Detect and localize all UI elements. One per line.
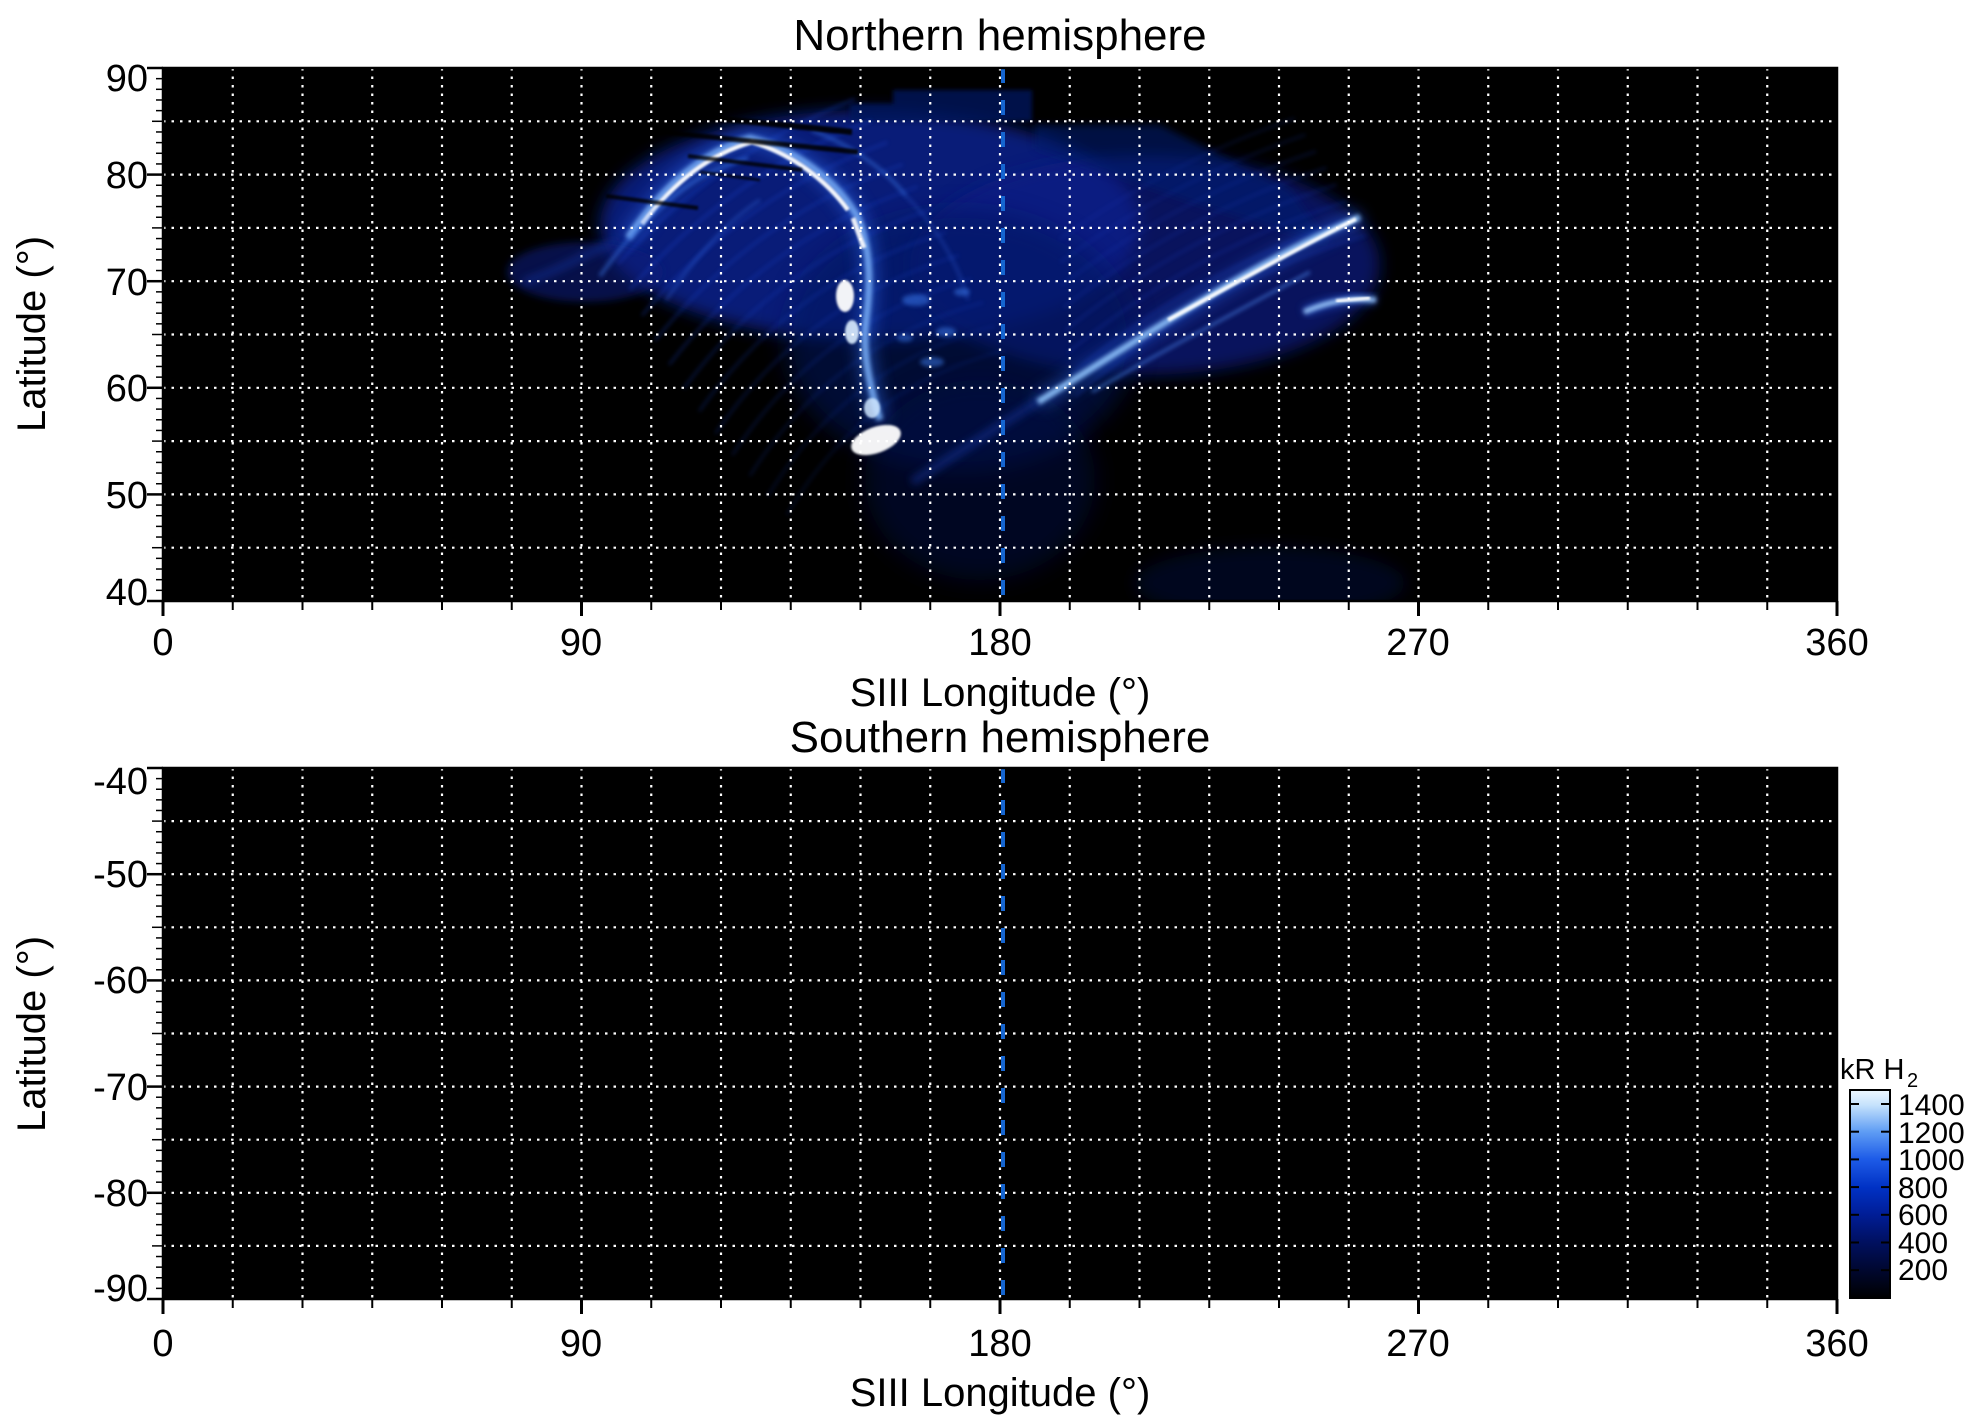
colorbar-tick-label: 1000 <box>1898 1144 1965 1177</box>
north-grid <box>163 68 1837 601</box>
tick-label: 80 <box>106 155 148 197</box>
north-xaxis-title: SIII Longitude (°) <box>850 671 1151 715</box>
north-xtick-labels: 0 90 180 270 360 <box>152 622 1868 664</box>
tick-label: 90 <box>106 58 148 100</box>
tick-label: 360 <box>1805 622 1868 664</box>
colorbar-gradient <box>1849 1089 1891 1299</box>
north-ytick-labels: 90 80 70 60 50 40 <box>106 58 148 614</box>
tick-label: 270 <box>1386 1323 1449 1365</box>
colorbar-tick-label: 600 <box>1898 1199 1948 1232</box>
tick-label: 0 <box>152 1323 173 1365</box>
tick-label: 360 <box>1805 1323 1868 1365</box>
north-aurora-emission <box>507 90 1405 601</box>
south-ticks <box>147 766 1839 1314</box>
tick-label: 180 <box>968 1323 1031 1365</box>
colorbar: kR H 2 1400 1200 1000 800 600 400 200 <box>1840 1054 1965 1299</box>
tick-label: -90 <box>93 1268 148 1310</box>
tick-label: -50 <box>93 854 148 896</box>
tick-label: 0 <box>152 622 173 664</box>
south-title: Southern hemisphere <box>790 713 1211 762</box>
colorbar-title: kR H <box>1840 1054 1904 1086</box>
south-yaxis-title: Latitude (°) <box>10 936 54 1132</box>
tick-label: 90 <box>560 622 602 664</box>
colorbar-tick-label: 400 <box>1898 1227 1948 1260</box>
tick-label: 180 <box>968 622 1031 664</box>
colorbar-ticks <box>1850 1103 1890 1272</box>
tick-label: -60 <box>93 960 148 1002</box>
tick-label: -70 <box>93 1067 148 1109</box>
colorbar-tick-label: 1400 <box>1898 1089 1965 1122</box>
south-ytick-labels: -40 -50 -60 -70 -80 -90 <box>93 761 148 1310</box>
north-ticks <box>147 66 1839 616</box>
tick-label: -40 <box>93 761 148 803</box>
colorbar-tick-label: 800 <box>1898 1172 1948 1205</box>
south-xtick-labels: 0 90 180 270 360 <box>152 1323 1868 1365</box>
tick-label: 40 <box>106 572 148 614</box>
tick-label: -80 <box>93 1173 148 1215</box>
tick-label: 270 <box>1386 622 1449 664</box>
colorbar-tick-label: 200 <box>1898 1254 1948 1287</box>
tick-label: 50 <box>106 475 148 517</box>
colorbar-tick-labels: 1400 1200 1000 800 600 400 200 <box>1898 1089 1965 1287</box>
south-grid <box>163 768 1837 1299</box>
striations-left <box>617 97 1006 516</box>
north-yaxis-title: Latitude (°) <box>10 236 54 432</box>
north-title: Northern hemisphere <box>793 11 1206 60</box>
tick-label: 70 <box>106 262 148 304</box>
tick-label: 90 <box>560 1323 602 1365</box>
colorbar-title-subscript: 2 <box>1907 1070 1918 1092</box>
colorbar-tick-label: 1200 <box>1898 1117 1965 1150</box>
tick-label: 60 <box>106 368 148 410</box>
south-xaxis-title: SIII Longitude (°) <box>850 1371 1151 1415</box>
